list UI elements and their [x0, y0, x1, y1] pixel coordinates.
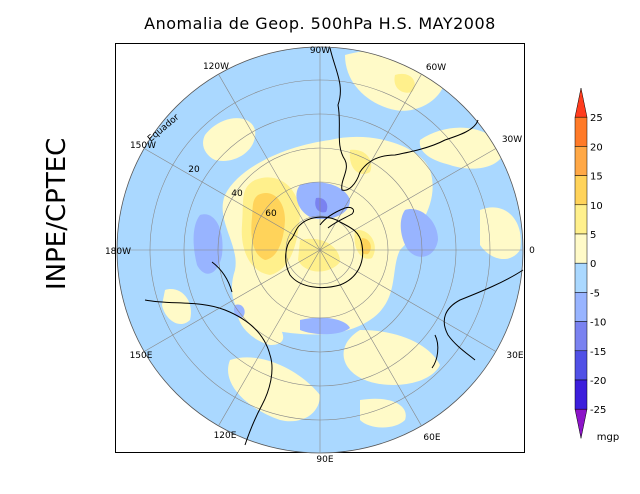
lon-label: 30E [506, 351, 523, 361]
lon-label: 180W [105, 247, 131, 257]
colorbar-swatch [574, 379, 588, 410]
colorbar-swatch [574, 408, 588, 439]
lat-label: 40 [231, 189, 243, 199]
colorbar: 25 20 15 10 5 0 -5 -10 -15 -20 -25 [574, 87, 606, 439]
positive-region [162, 289, 191, 325]
positive-region [343, 330, 440, 385]
lon-label: 90E [316, 455, 333, 465]
longitude-labels: 90W 60W 30W 0 30E 60E 90E 120E 150E 180W… [105, 46, 535, 465]
colorbar-swatch [574, 262, 588, 293]
colorbar-tick-label: -25 [590, 405, 606, 416]
lat-label: 20 [188, 165, 200, 175]
lon-label: 90W [310, 46, 330, 56]
lat-label: 60 [265, 209, 277, 219]
lon-label: 60E [423, 433, 440, 443]
south-america-coastline [329, 47, 479, 191]
colorbar-swatch [574, 350, 588, 381]
lon-label: 120W [203, 62, 229, 72]
positive-region [419, 127, 505, 169]
antarctic-peninsula-coastline [319, 207, 355, 229]
negative-region [300, 317, 350, 335]
colorbar-tick-label: 10 [590, 201, 603, 212]
coastlines [144, 47, 524, 446]
colorbar-swatch [574, 204, 588, 235]
lon-label: 60W [426, 63, 446, 73]
colorbar-swatch [574, 87, 588, 118]
peak-positive-region [251, 192, 285, 260]
africa-coastline [443, 269, 524, 361]
colorbar-swatch [574, 116, 588, 147]
strong-positive-region [349, 149, 372, 174]
negative-region [400, 209, 438, 257]
lon-label: 30W [502, 135, 522, 145]
colorbar-tick-label: 5 [590, 230, 596, 241]
lon-label: 120E [214, 431, 237, 441]
lon-label: 150E [130, 351, 153, 361]
lon-label: 150W [130, 141, 156, 151]
colorbar-tick-label: -15 [590, 347, 606, 358]
colorbar-swatch [574, 321, 588, 352]
colorbar-tick-label: -10 [590, 318, 606, 329]
longitude-grid [117, 47, 523, 453]
australia-coastline [144, 299, 273, 446]
colorbar-tick-label: -5 [590, 288, 600, 299]
colorbar-swatch [574, 292, 588, 322]
colorbar-tick-label: 15 [590, 172, 603, 183]
colorbar-tick-label: 20 [590, 142, 603, 153]
strong-positive-region [298, 238, 340, 272]
positive-region [228, 357, 320, 422]
colorbar-swatch [574, 175, 588, 206]
negative-region [233, 304, 245, 318]
antarctica-coastline [285, 216, 364, 288]
strong-negative-region [315, 197, 328, 213]
colorbar-swatch [574, 146, 588, 176]
positive-region [360, 398, 406, 428]
positive-region [203, 118, 256, 161]
new-zealand-coastline [211, 261, 233, 293]
madagascar-coastline [431, 334, 439, 369]
colorbar-swatch [574, 233, 588, 264]
colorbar-unit: mgp [597, 432, 619, 443]
colorbar-tick-label: -20 [590, 376, 606, 387]
colorbar-tick-label: 0 [590, 259, 596, 270]
strong-positive-region [394, 73, 415, 93]
lon-label: 0 [529, 246, 535, 256]
colorbar-tick-label: 25 [590, 113, 603, 124]
negative-region [193, 214, 223, 274]
map-title: Anomalia de Geop. 500hPa H.S. MAY2008 [144, 14, 496, 33]
